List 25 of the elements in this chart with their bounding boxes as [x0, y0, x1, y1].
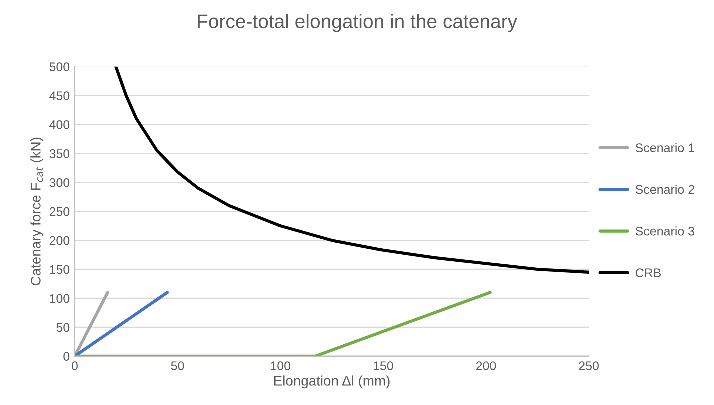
- legend-label: CRB: [636, 268, 662, 278]
- y-tick-label: 400: [50, 120, 70, 130]
- x-axis-title: Elongation Δl (mm): [274, 376, 390, 389]
- y-tick-label: 300: [50, 178, 70, 188]
- x-tick-label: 250: [579, 362, 599, 370]
- y-tick-label: 500: [50, 62, 70, 72]
- x-tick-label: 150: [374, 362, 394, 370]
- y-axis-title: Catenary force F$_{cat}$ (kN): [30, 138, 44, 286]
- x-tick-label: 0: [72, 362, 78, 370]
- legend-label: Scenario 2: [636, 184, 694, 194]
- y-tick-label: 200: [50, 236, 70, 246]
- y-tick-label: 100: [50, 294, 70, 304]
- y-tick-label: 0: [64, 352, 70, 362]
- y-tick-label: 150: [50, 265, 70, 274]
- y-tick-label: 250: [50, 207, 70, 216]
- legend-label: Scenario 1: [636, 143, 694, 152]
- line-series: [114, 66, 590, 274]
- x-tick-label: 100: [271, 362, 291, 370]
- x-tick-label: 50: [171, 362, 184, 370]
- chart-title: Force-total elongation in the catenary: [198, 14, 518, 32]
- y-tick-label: 350: [50, 150, 70, 158]
- y-tick-label: 50: [56, 323, 70, 332]
- legend-label: Scenario 3: [636, 226, 695, 236]
- y-tick-label: 450: [50, 92, 70, 100]
- x-tick-label: 200: [476, 362, 496, 370]
